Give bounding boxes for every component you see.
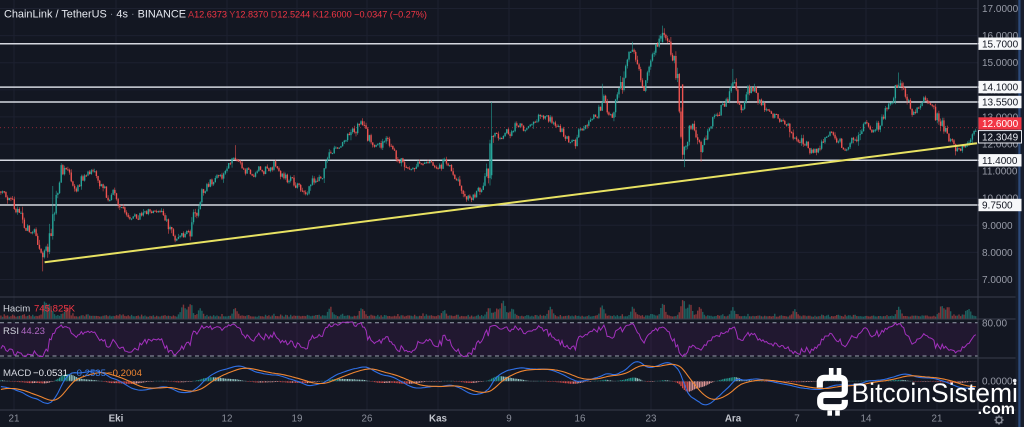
svg-text:−0.0531: −0.0531 [33, 368, 68, 379]
svg-text:7: 7 [794, 414, 799, 425]
svg-text:21: 21 [932, 414, 943, 425]
svg-text:MACD: MACD [3, 368, 31, 379]
svg-text:44.23: 44.23 [21, 326, 45, 337]
svg-text:14: 14 [861, 414, 872, 425]
svg-text:11.4000: 11.4000 [982, 156, 1018, 167]
svg-text:26: 26 [362, 414, 373, 425]
svg-text:9: 9 [506, 414, 511, 425]
svg-text:BitcoinSistemi: BitcoinSistemi [852, 378, 1018, 408]
svg-text:7.0000: 7.0000 [982, 275, 1013, 286]
svg-text:9.7500: 9.7500 [982, 201, 1013, 212]
svg-text:21: 21 [9, 414, 20, 425]
svg-text:19: 19 [292, 414, 303, 425]
svg-text:11.0000: 11.0000 [982, 167, 1018, 178]
svg-text:Hacim: Hacim [3, 304, 30, 315]
svg-text:Ara: Ara [725, 414, 742, 425]
svg-text:A12.6373 Y12.8370 D12.5244 K12: A12.6373 Y12.8370 D12.5244 K12.6000 −0.0… [188, 10, 427, 20]
svg-text:13.5500: 13.5500 [982, 98, 1019, 109]
svg-text:.com: .com [978, 401, 1015, 418]
svg-text:12.3049: 12.3049 [982, 132, 1019, 143]
svg-text:Kas: Kas [429, 414, 448, 425]
svg-text:−0.2004: −0.2004 [107, 368, 143, 379]
svg-text:17.0000: 17.0000 [982, 4, 1019, 15]
svg-text:−0.2535: −0.2535 [71, 368, 106, 379]
svg-text:16.0000: 16.0000 [982, 31, 1019, 42]
svg-text:12: 12 [222, 414, 233, 425]
svg-text:14.1000: 14.1000 [982, 83, 1019, 94]
svg-text:12.6000: 12.6000 [982, 119, 1019, 130]
svg-text:ChainLink / TetherUS · 4s · BI: ChainLink / TetherUS · 4s · BINANCE [4, 9, 186, 21]
svg-text:16: 16 [575, 414, 586, 425]
svg-text:15.7000: 15.7000 [982, 39, 1019, 50]
svg-text:0.0000: 0.0000 [982, 377, 1013, 388]
svg-text:80.00: 80.00 [982, 318, 1007, 329]
svg-text:9.0000: 9.0000 [982, 221, 1013, 232]
svg-text:745.825K: 745.825K [34, 304, 76, 315]
svg-text:23: 23 [646, 414, 657, 425]
svg-text:RSI: RSI [3, 326, 19, 337]
svg-text:15.0000: 15.0000 [982, 58, 1019, 69]
svg-text:Eki: Eki [109, 414, 124, 425]
svg-text:12.0000: 12.0000 [982, 140, 1019, 151]
svg-text:8.0000: 8.0000 [982, 248, 1013, 259]
